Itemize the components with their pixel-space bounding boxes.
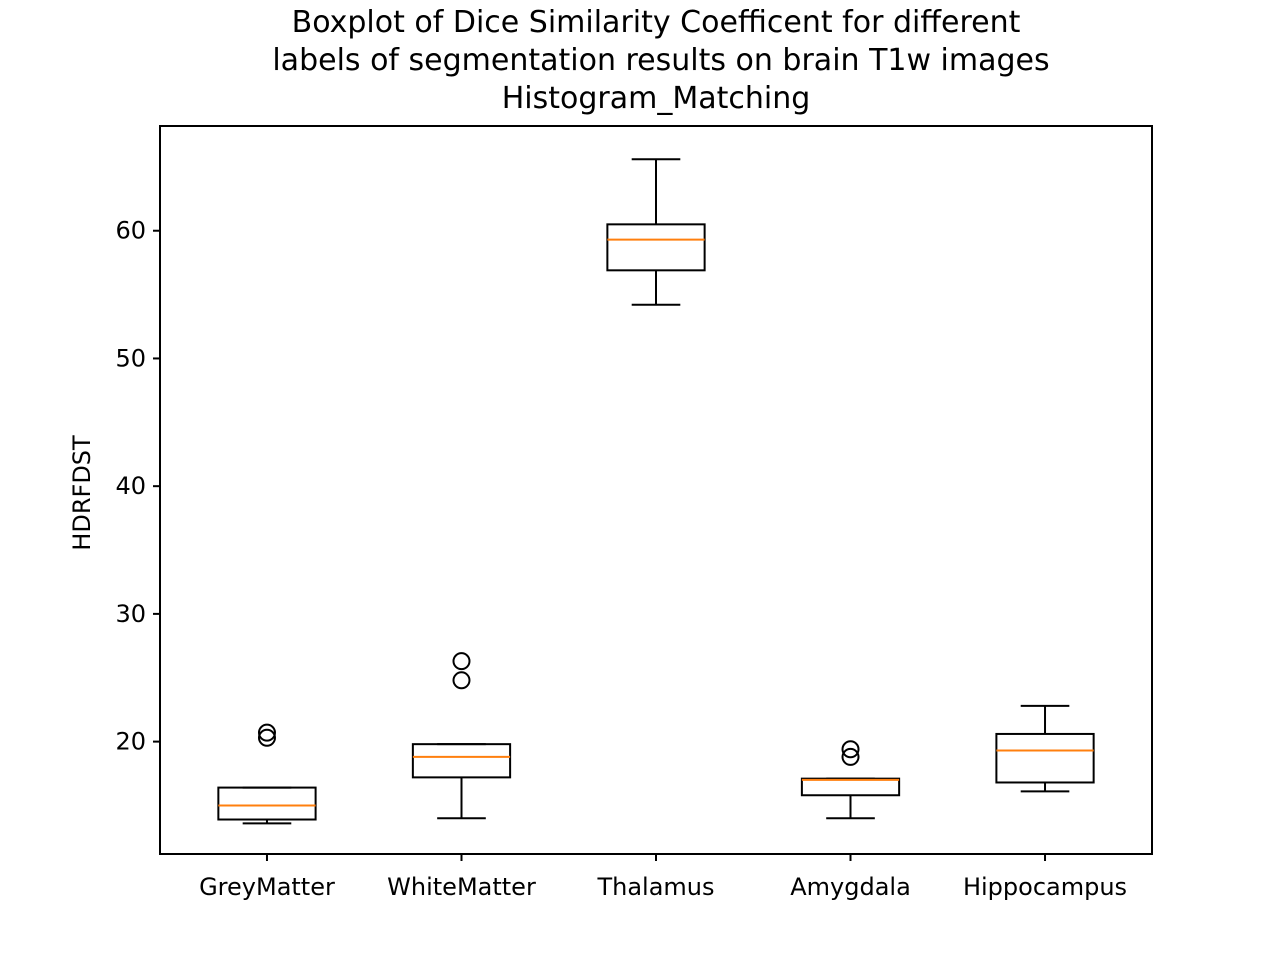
iqr-box xyxy=(606,223,706,272)
box-group-hippocampus xyxy=(995,704,1095,793)
x-axis: GreyMatter WhiteMatter Thalamus Amygdala Hip… xyxy=(199,854,1127,901)
y-tick-label: 60 xyxy=(115,217,146,245)
x-tick-label: GreyMatter xyxy=(199,873,335,901)
y-tick-label: 30 xyxy=(115,600,146,628)
outlier-point xyxy=(257,723,276,742)
plot-frame xyxy=(159,125,1153,855)
plot-area xyxy=(217,158,1095,825)
x-tick-label: Hippocampus xyxy=(963,873,1127,901)
y-tick-label: 50 xyxy=(115,344,146,372)
y-tick-label: 20 xyxy=(115,728,146,756)
outlier-point xyxy=(452,652,471,671)
outlier-point xyxy=(257,728,276,747)
y-axis-label: HDRFDST xyxy=(68,435,96,551)
chart-title-line-1: Boxplot of Dice Similarity Coefficent fo… xyxy=(292,5,1021,40)
iqr-box xyxy=(995,732,1095,784)
box-group-amygdala xyxy=(800,740,901,820)
chart-title: Boxplot of Dice Similarity Coefficent fo… xyxy=(272,5,1049,116)
outlier-point xyxy=(841,747,860,766)
iqr-box xyxy=(217,786,317,821)
box-group-greymatter xyxy=(217,723,317,825)
box-group-thalamus xyxy=(606,158,706,306)
x-tick-label: Amygdala xyxy=(790,873,911,901)
x-tick-label: Thalamus xyxy=(596,873,714,901)
iqr-box xyxy=(800,777,901,797)
iqr-box xyxy=(411,743,512,779)
x-tick-label: WhiteMatter xyxy=(387,873,536,901)
y-tick-label: 40 xyxy=(115,472,146,500)
chart-title-line-3: Histogram_Matching xyxy=(502,81,811,116)
chart-title-line-2: labels of segmentation results on brain … xyxy=(272,43,1049,78)
y-axis: 20 30 40 50 60 xyxy=(115,217,160,756)
outlier-point xyxy=(452,671,471,690)
box-group-whitematter xyxy=(411,652,512,820)
outlier-point xyxy=(841,740,860,759)
